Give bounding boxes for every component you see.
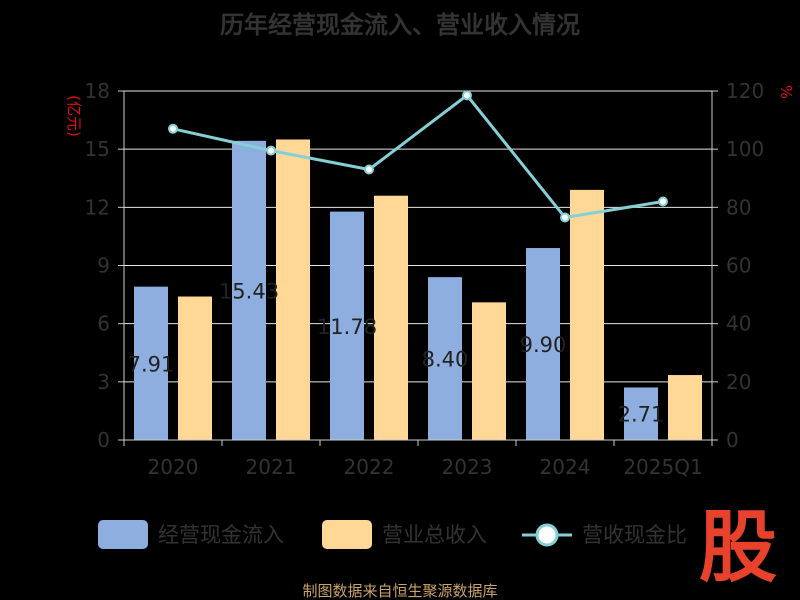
chart-title: 历年经营现金流入、营业收入情况 xyxy=(220,11,580,39)
right-axis-tick-label: 0 xyxy=(726,428,739,452)
bar-cash-inflow xyxy=(428,277,462,440)
ratio-point xyxy=(266,145,276,156)
ratio-point xyxy=(364,164,374,175)
bar-cash-inflow xyxy=(330,211,364,440)
data-label-cash-inflow: 8.40 xyxy=(422,348,469,372)
data-label-cash-inflow: 15.43 xyxy=(219,279,279,303)
bar-revenue xyxy=(472,302,506,440)
axes xyxy=(118,90,718,446)
left-axis-tick-label: 15 xyxy=(85,137,110,161)
legend-label-ratio: 营收现金比 xyxy=(582,523,687,547)
right-axis-tick-label: 60 xyxy=(726,254,751,278)
data-label-cash-inflow: 9.90 xyxy=(520,333,567,357)
bar-revenue xyxy=(178,296,212,440)
right-axis-tick-label: 40 xyxy=(726,312,751,336)
bar-cash-inflow xyxy=(624,387,658,440)
data-labels: 7.91 15.43 11.78 8.40 9.90 2.71 xyxy=(128,279,665,426)
left-axis-tick-label: 0 xyxy=(97,428,110,452)
x-axis-tick-label: 2023 xyxy=(442,455,493,479)
ratio-point xyxy=(658,196,668,207)
bar-revenue xyxy=(374,195,408,440)
left-axis-tick-label: 12 xyxy=(85,195,110,219)
left-axis-tick-label: 18 xyxy=(85,79,110,103)
data-label-cash-inflow: 7.91 xyxy=(128,352,175,376)
brand-logo: 股 xyxy=(699,503,777,593)
right-axis-tick-label: 120 xyxy=(726,79,764,103)
left-axis-tick-label: 6 xyxy=(97,312,110,336)
legend-swatch-cash-inflow xyxy=(98,520,148,549)
x-axis-tick-label: 2020 xyxy=(148,455,199,479)
x-axis-tick-label: 2025Q1 xyxy=(623,455,702,479)
left-axis-tick-label: 9 xyxy=(97,254,110,278)
left-axis-unit: (亿元) xyxy=(65,95,83,137)
bar-cash-inflow xyxy=(526,248,560,440)
bar-cash-inflow xyxy=(232,140,266,440)
bar-revenue xyxy=(276,139,310,440)
legend: 经营现金流入 营业总收入 营收现金比 xyxy=(98,520,687,549)
x-axis-tick-label: 2022 xyxy=(344,455,395,479)
right-axis-tick-label: 80 xyxy=(726,195,751,219)
ratio-line xyxy=(168,90,668,223)
data-label-cash-inflow: 11.78 xyxy=(317,315,377,339)
legend-swatch-revenue xyxy=(322,520,372,549)
grid-lines xyxy=(124,90,712,383)
right-axis-tick-label: 100 xyxy=(726,137,764,161)
legend-marker-ratio xyxy=(535,523,559,547)
data-label-cash-inflow: 2.71 xyxy=(618,403,665,427)
ratio-line-path xyxy=(172,93,664,220)
ratio-point xyxy=(168,123,178,134)
bar-revenue xyxy=(668,375,702,440)
legend-label-cash-inflow: 经营现金流入 xyxy=(158,523,284,547)
source-note: 制图数据来自恒生聚源数据库 xyxy=(302,582,497,600)
tick-labels: 0 3 6 9 12 15 18 0 20 40 60 80 100 120 2020 2021 2022 202… xyxy=(85,79,765,479)
ratio-point xyxy=(462,90,472,101)
x-axis-tick-label: 2024 xyxy=(540,455,591,479)
right-axis-unit: % xyxy=(777,85,795,99)
bar-cash-inflow xyxy=(134,286,168,440)
ratio-point xyxy=(560,212,570,223)
left-axis-tick-label: 3 xyxy=(97,370,110,394)
x-axis-tick-label: 2021 xyxy=(246,455,297,479)
legend-label-revenue: 营业总收入 xyxy=(382,523,487,547)
bar-revenue xyxy=(570,189,604,440)
bars xyxy=(134,139,702,440)
right-axis-tick-label: 20 xyxy=(726,370,751,394)
